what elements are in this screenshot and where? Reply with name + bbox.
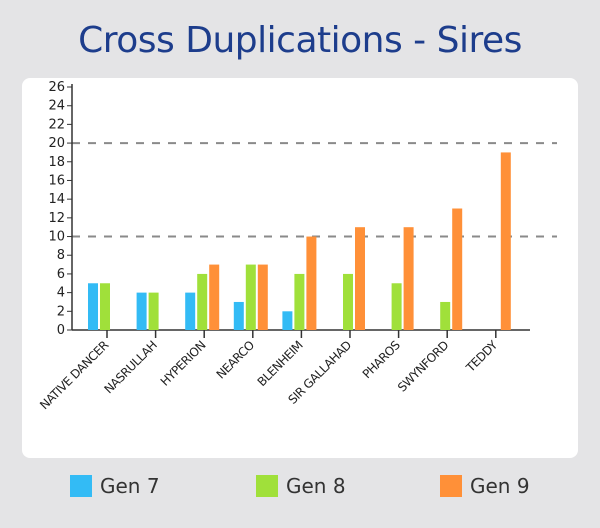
y-tick-label: 12 [48,211,65,226]
bar-gen7 [282,311,293,330]
x-tick-label: NEARCO [214,338,257,381]
legend-swatch-gen9 [440,475,462,497]
y-tick-label: 10 [48,230,65,245]
bar-gen9 [355,227,365,330]
bar-gen7 [185,292,196,330]
bar-gen8 [100,283,110,330]
legend-label: Gen 7 [100,474,160,498]
x-tick-label: PHAROS [360,338,403,381]
bar-gen9 [500,152,511,330]
bar-gen7 [88,283,98,330]
x-tick-label: TEDDY [463,337,501,375]
bar-gen8 [343,273,353,330]
y-tick-label: 6 [57,267,65,282]
bar-gen9 [306,236,317,330]
bar-gen7 [233,301,244,330]
chart-title: Cross Duplications - Sires [78,20,522,61]
legend-label: Gen 8 [286,474,346,498]
legend-gen8: Gen 8 [256,474,346,498]
y-tick-label: 18 [48,155,65,170]
bar-gen9 [452,208,463,330]
y-tick-label: 20 [48,136,65,151]
y-tick-label: 16 [48,173,65,188]
y-tick-label: 26 [48,80,65,95]
legend-swatch-gen7 [70,475,92,497]
bar-gen8 [391,283,402,330]
bar-gen9 [209,264,220,330]
y-tick-label: 24 [48,99,65,114]
y-tick-label: 0 [57,323,65,338]
bar-gen9 [403,227,414,330]
x-tick-label: NATIVE DANCER [37,338,111,412]
legend-swatch-gen8 [256,475,278,497]
y-tick-label: 22 [48,117,65,132]
x-tick-label: BLENHEIM [255,338,306,389]
legend-gen9: Gen 9 [440,474,530,498]
chart-card: 0 2 4 6 8 10 12 14 16 18 20 22 24 26 NATIVE DANCER NASR… [22,78,578,458]
y-tick-label: 8 [57,248,65,263]
bar-gen8 [440,301,451,330]
bar-gen8 [148,292,159,330]
bar-gen8 [294,273,305,330]
legend-gen7: Gen 7 [70,474,160,498]
legend-label: Gen 9 [470,474,530,498]
bar-gen9 [257,264,268,330]
bar-gen8 [245,264,256,330]
x-tick-label: HYPERION [158,338,209,389]
bar-gen7 [136,292,147,330]
bar-gen8 [197,273,208,330]
y-tick-label: 14 [48,192,65,207]
x-tick-label: NASRULLAH [102,338,160,396]
y-tick-label: 2 [57,304,65,319]
y-tick-label: 4 [57,286,65,301]
x-tick-label: SWYNFORD [395,338,452,395]
